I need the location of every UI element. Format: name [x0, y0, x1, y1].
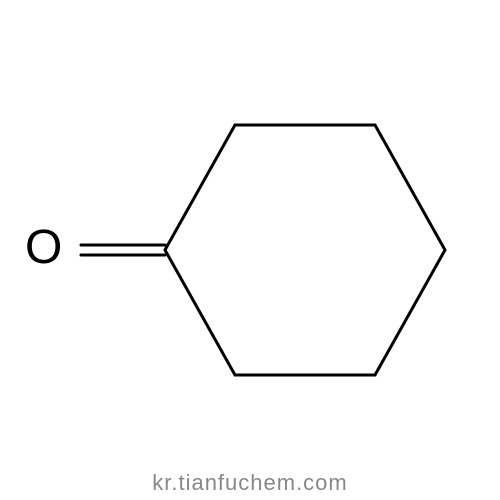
atom-label-o: O [25, 220, 62, 275]
diagram-canvas: O kr.tianfuchem.com [0, 0, 500, 500]
molecule-svg [0, 0, 500, 500]
watermark-text: kr.tianfuchem.com [0, 470, 500, 496]
